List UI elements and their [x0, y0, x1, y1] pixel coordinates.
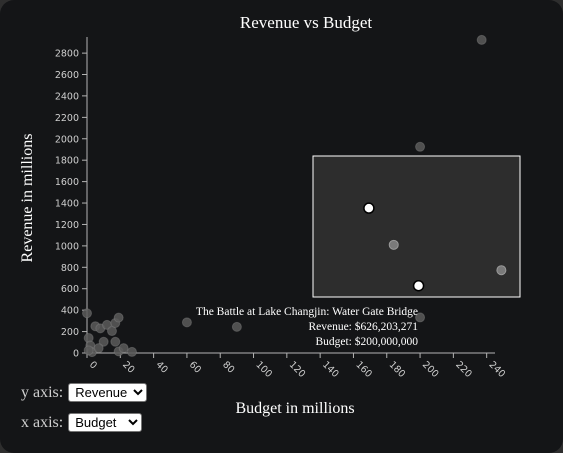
x-axis-select[interactable]: Budget — [68, 413, 143, 432]
x-tick-label: 100 — [253, 359, 274, 380]
y-axis-label: Revenue in millions — [19, 134, 36, 263]
data-point — [415, 141, 426, 152]
y-tick-label: 800 — [61, 263, 79, 274]
tooltip-title: The Battle at Lake Changjin: Water Gate … — [196, 306, 418, 318]
x-axis-label: Budget in millions — [235, 400, 354, 417]
inset-highlight-point — [412, 279, 425, 292]
y-tick-label: 200 — [61, 327, 79, 338]
tooltip-budget: Budget: $200,000,000 — [315, 335, 418, 348]
data-point — [181, 317, 192, 328]
x-tick-label: 240 — [487, 359, 508, 380]
y-axis: 0 200 400 600 800 1000 1200 1400 1600 1800 2000 220… — [55, 37, 88, 360]
y-tick-label: 1200 — [55, 220, 79, 231]
y-tick-label: 2000 — [55, 134, 79, 145]
inset-frame — [312, 155, 521, 298]
tooltip: The Battle at Lake Changjin: Water Gate … — [196, 306, 418, 348]
x-tick-label: 200 — [420, 359, 441, 380]
y-axis-control-label: y axis: — [21, 383, 64, 401]
data-point — [82, 308, 92, 319]
y-tick-label: 1400 — [55, 199, 79, 210]
data-point — [231, 321, 242, 332]
y-tick-label: 2600 — [55, 70, 79, 81]
y-tick-label: 600 — [61, 284, 79, 295]
x-tick-label: 160 — [353, 359, 374, 380]
data-point — [93, 343, 104, 354]
x-axis-control: x axis: Budget — [21, 413, 143, 432]
y-axis-control: y axis: Revenue — [21, 383, 148, 402]
x-tick-label: 0 — [87, 359, 99, 371]
data-point — [110, 336, 121, 347]
x-tick-label: 220 — [453, 359, 474, 380]
x-axis: 0 20 40 60 80 100 120 140 160 180 200 220 240 — [86, 352, 508, 380]
tooltip-revenue: Revenue: $626,203,271 — [308, 320, 418, 333]
y-tick-label: 2800 — [55, 49, 79, 60]
x-axis-control-label: x axis: — [21, 413, 64, 431]
y-tick-label: 1600 — [55, 177, 79, 188]
y-tick-label: 2200 — [55, 113, 79, 124]
x-tick-label: 20 — [120, 359, 136, 375]
y-tick-label: 1000 — [55, 241, 79, 252]
x-tick-label: 40 — [153, 359, 169, 375]
inset-highlight-point — [363, 202, 375, 214]
y-tick-label: 400 — [61, 306, 79, 317]
x-tick-label: 80 — [220, 359, 236, 375]
inset-panel — [312, 155, 521, 298]
inset-point — [388, 239, 399, 250]
data-point — [126, 346, 137, 357]
chart-title: Revenue vs Budget — [240, 13, 372, 32]
x-tick-label: 60 — [187, 359, 203, 375]
x-tick-label: 180 — [387, 359, 408, 380]
y-tick-label: 1800 — [55, 156, 79, 167]
data-point — [98, 336, 109, 347]
inset-point — [496, 265, 507, 276]
data-point — [106, 326, 117, 337]
y-axis-select[interactable]: Revenue — [68, 383, 148, 402]
data-point — [113, 312, 124, 323]
data-point — [83, 345, 94, 356]
data-point — [476, 34, 487, 45]
x-tick-label: 120 — [287, 359, 308, 380]
data-point — [118, 343, 129, 354]
data-points — [82, 34, 487, 358]
y-tick-label: 0 — [73, 349, 79, 360]
data-point — [415, 312, 426, 323]
y-tick-label: 2400 — [55, 91, 79, 102]
x-tick-label: 140 — [320, 359, 341, 380]
